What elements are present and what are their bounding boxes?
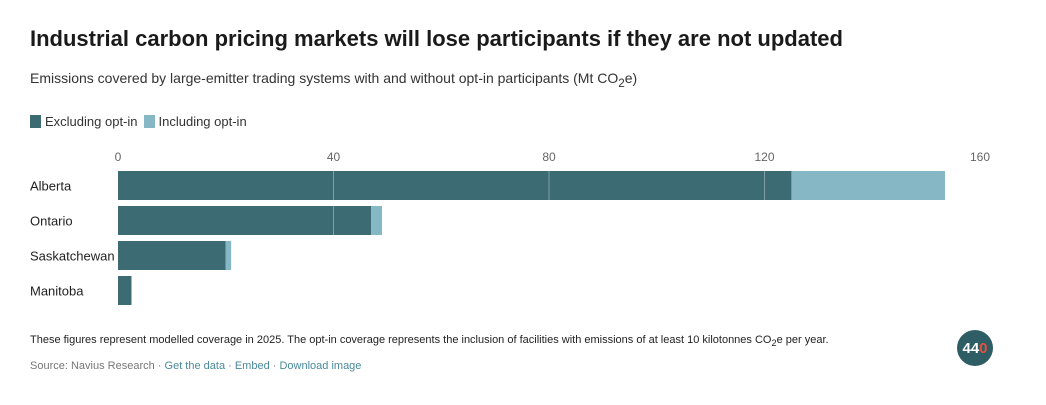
category-label: Alberta: [30, 179, 72, 194]
x-tick-label: 80: [542, 150, 556, 164]
bar-chart: 0 40 80 120 160 Alberta Ontario Saskatchewan Man…: [30, 150, 990, 311]
bar-including: [225, 241, 232, 270]
download-image-link[interactable]: Download image: [279, 360, 362, 372]
embed-link[interactable]: Embed: [234, 360, 270, 372]
legend-label-excluding: Excluding opt-in: [45, 114, 138, 129]
x-tick-label: 40: [327, 150, 341, 164]
source-label: Source: Navius Research: [30, 360, 155, 372]
bar-excluding: [118, 206, 372, 235]
footnote: These figures represent modelled coverag…: [30, 334, 829, 349]
source-line: Source: Navius Research · Get the data ·…: [30, 360, 362, 372]
get-data-link[interactable]: Get the data: [164, 360, 226, 372]
bar-excluding: [118, 241, 226, 270]
legend-item-including[interactable]: Including opt-in: [143, 114, 247, 129]
x-tick-label: 120: [754, 150, 774, 164]
x-tick-label: 160: [970, 150, 990, 164]
chart-title: Industrial carbon pricing markets will l…: [30, 26, 843, 51]
bar-excluding: [118, 276, 132, 305]
legend-label-including: Including opt-in: [158, 114, 247, 129]
bar-excluding: [118, 171, 792, 200]
x-tick-label: 0: [115, 150, 122, 164]
category-label: Ontario: [30, 214, 73, 229]
bar-including: [791, 171, 945, 200]
chart-subtitle: Emissions covered by large-emitter tradi…: [30, 70, 638, 90]
legend-swatch-including: [143, 115, 155, 128]
legend: Excluding opt-in Including opt-in: [30, 114, 253, 129]
category-label: Manitoba: [30, 284, 84, 299]
category-label: Saskatchewan: [30, 249, 115, 264]
legend-item-excluding[interactable]: Excluding opt-in: [30, 114, 138, 129]
bar-including: [371, 206, 382, 235]
legend-swatch-excluding: [30, 115, 41, 128]
